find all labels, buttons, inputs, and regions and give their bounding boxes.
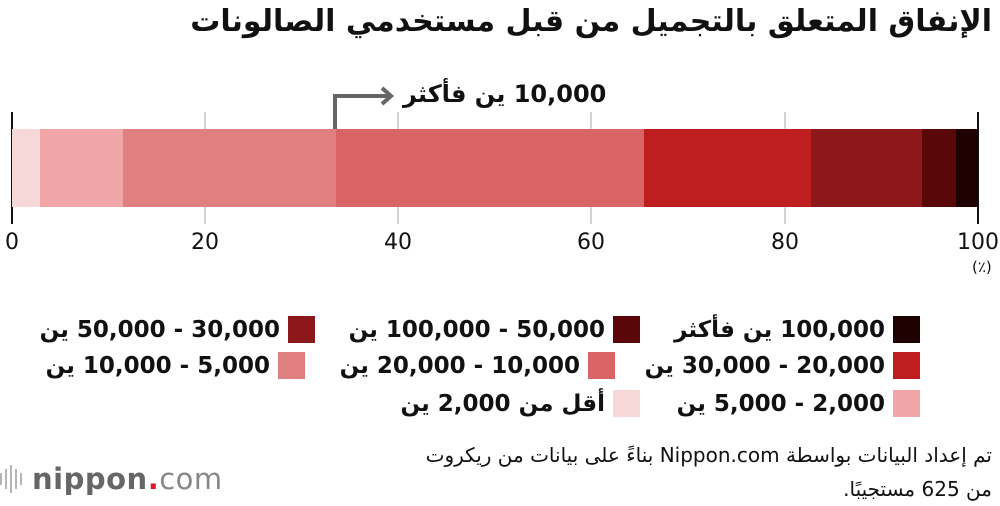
legend-swatch bbox=[893, 390, 920, 417]
tick-60: 60 bbox=[577, 230, 605, 255]
legend-swatch bbox=[288, 316, 315, 343]
legend-item-2000-5000: 2,000 - 5,000 ين bbox=[677, 390, 920, 417]
bar-segment-6 bbox=[921, 129, 956, 207]
tick-40: 40 bbox=[384, 230, 412, 255]
tick-20: 20 bbox=[191, 230, 219, 255]
bar-segment-1 bbox=[40, 129, 124, 207]
source-line-1: تم إعداد البيانات بواسطة Nippon.com بناء… bbox=[425, 443, 992, 467]
bar-segment-3 bbox=[335, 129, 644, 207]
axis-unit: (٪) bbox=[972, 258, 992, 276]
source-note: تم إعداد البيانات بواسطة Nippon.com بناء… bbox=[312, 438, 992, 506]
legend-item-100000-plus: 100,000 ين فأكثر bbox=[674, 316, 920, 343]
legend-swatch bbox=[893, 352, 920, 379]
axis-line-100 bbox=[977, 112, 979, 224]
legend-label: 10,000 - 20,000 ين bbox=[339, 352, 580, 379]
legend-item-20000-30000: 20,000 - 30,000 ين bbox=[645, 352, 920, 379]
bar-segment-7 bbox=[955, 129, 978, 207]
bar-segment-5 bbox=[810, 129, 922, 207]
callout-label: 10,000 ين فأكثر bbox=[403, 80, 607, 108]
bar-segment-4 bbox=[643, 129, 811, 207]
legend-label: 30,000 - 50,000 ين bbox=[39, 316, 280, 343]
legend-label: 20,000 - 30,000 ين bbox=[644, 352, 885, 379]
legend-swatch bbox=[613, 316, 640, 343]
legend-item-50000-100000: 50,000 - 100,000 ين bbox=[349, 316, 640, 343]
legend-label: 5,000 - 10,000 ين bbox=[45, 352, 270, 379]
legend-swatch bbox=[588, 352, 615, 379]
tick-100: 100 bbox=[957, 230, 999, 255]
chart-title: الإنفاق المتعلق بالتجميل من قبل مستخدمي … bbox=[190, 4, 992, 39]
legend-item-5000-10000: 5,000 - 10,000 ين bbox=[46, 352, 305, 379]
logo-text: nippon.com bbox=[32, 462, 223, 496]
legend-swatch bbox=[893, 316, 920, 343]
legend-label: أقل من 2,000 ين bbox=[400, 390, 605, 417]
soundwave-icon bbox=[0, 465, 22, 493]
tick-0: 0 bbox=[5, 230, 19, 255]
nippon-logo: nippon.com bbox=[0, 462, 223, 496]
callout-arrow-icon bbox=[333, 86, 395, 129]
legend-item-10000-20000: 10,000 - 20,000 ين bbox=[340, 352, 615, 379]
legend-label: 2,000 - 5,000 ين bbox=[676, 390, 885, 417]
legend-swatch bbox=[278, 352, 305, 379]
legend-item-30000-50000: 30,000 - 50,000 ين bbox=[40, 316, 315, 343]
legend-label: 100,000 ين فأكثر bbox=[674, 316, 885, 343]
legend-swatch bbox=[613, 390, 640, 417]
bar-segment-0 bbox=[12, 129, 40, 207]
bar-segment-2 bbox=[123, 129, 336, 207]
legend-label: 50,000 - 100,000 ين bbox=[348, 316, 605, 343]
tick-80: 80 bbox=[771, 230, 799, 255]
source-line-2: من 625 مستجيبًا. bbox=[843, 477, 992, 501]
stacked-bar bbox=[12, 129, 978, 207]
legend-item-under-2000: أقل من 2,000 ين bbox=[400, 390, 640, 417]
